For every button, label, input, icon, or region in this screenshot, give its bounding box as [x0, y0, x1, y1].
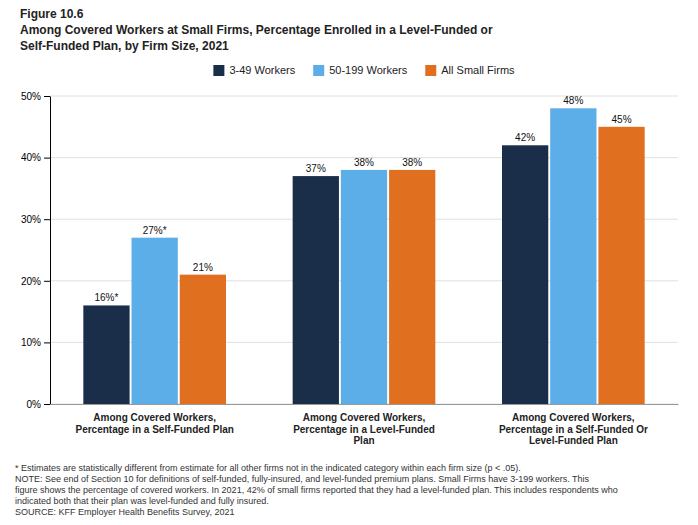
y-tick-label: 40%	[21, 152, 41, 163]
data-label: 27%*	[143, 225, 167, 236]
footnote: NOTE: See end of Section 10 for definiti…	[15, 474, 590, 484]
data-labels: 16%* 37% 42% 27%* 38% 48% 21% 38% 45%	[95, 95, 632, 303]
footnotes: * Estimates are statistically different …	[15, 463, 618, 517]
footnote: SOURCE: KFF Employer Health Benefits Sur…	[15, 507, 234, 517]
bar	[132, 238, 178, 404]
y-tick: 0%	[27, 399, 50, 410]
grid-line	[50, 96, 678, 97]
legend-swatch	[425, 65, 436, 76]
y-axis-line	[50, 97, 51, 405]
y-tick-mark	[44, 342, 50, 343]
y-axis: 0% 10% 20% 30% 40% 50%	[21, 91, 51, 410]
grid	[50, 96, 678, 404]
data-label: 16%*	[95, 292, 119, 303]
legend-swatch	[213, 65, 224, 76]
title-group: Figure 10.6 Among Covered Workers at Smal…	[20, 7, 493, 53]
subtitle: Among Covered Workers at Small Firms, Pe…	[20, 23, 493, 37]
x-tick: Among Covered Workers,Percentage in a Se…	[75, 404, 233, 435]
y-tick: 40%	[21, 152, 50, 163]
subtitle: Self-Funded Plan, by Firm Size, 2021	[20, 39, 229, 53]
x-tick-label: Among Covered Workers,Percentage in a Le…	[293, 412, 435, 446]
x-tick: Among Covered Workers,Percentage in a Le…	[293, 404, 435, 446]
data-label: 42%	[515, 132, 535, 143]
y-tick: 50%	[21, 91, 50, 102]
y-tick-mark	[44, 281, 50, 282]
bar	[83, 305, 129, 404]
y-tick-mark	[44, 404, 50, 405]
y-tick-mark	[44, 219, 50, 220]
bar	[180, 275, 226, 404]
legend: 3-49 Workers 50-199 Workers All Small Firm…	[213, 64, 515, 76]
footnote: figure shows the percentage of covered w…	[15, 485, 618, 495]
x-axis-line	[51, 404, 679, 405]
x-tick: Among Covered Workers,Percentage in a Se…	[499, 404, 648, 446]
bar	[598, 127, 644, 404]
x-tick-label: Among Covered Workers,Percentage in a Se…	[499, 412, 648, 446]
legend-item: 50-199 Workers	[313, 64, 408, 76]
bar	[341, 170, 387, 404]
legend-swatch	[313, 65, 324, 76]
y-tick-label: 50%	[21, 91, 41, 102]
footnote: indicated both that their plan was level…	[15, 496, 269, 506]
data-label: 38%	[354, 157, 374, 168]
bar	[389, 170, 435, 404]
y-tick-label: 20%	[21, 276, 41, 287]
data-label: 48%	[563, 95, 583, 106]
y-tick: 10%	[21, 337, 50, 348]
legend-label: All Small Firms	[441, 64, 515, 76]
bar	[502, 145, 548, 404]
legend-item: All Small Firms	[425, 64, 515, 76]
y-tick-label: 10%	[21, 337, 41, 348]
legend-label: 50-199 Workers	[329, 64, 408, 76]
data-label: 21%	[193, 262, 213, 273]
title: Figure 10.6	[20, 7, 84, 21]
data-label: 45%	[612, 114, 632, 125]
y-tick-label: 0%	[27, 399, 42, 410]
footnote: * Estimates are statistically different …	[15, 463, 521, 473]
y-tick-label: 30%	[21, 214, 41, 225]
legend-label: 3-49 Workers	[229, 64, 295, 76]
bar	[550, 108, 596, 404]
chart: Figure 10.6 Among Covered Workers at Smal…	[0, 0, 698, 525]
y-tick: 20%	[21, 276, 50, 287]
legend-item: 3-49 Workers	[213, 64, 295, 76]
x-tick-label: Among Covered Workers,Percentage in a Se…	[75, 412, 233, 435]
x-axis: Among Covered Workers,Percentage in a Se…	[51, 404, 679, 446]
y-tick-mark	[44, 96, 50, 97]
bar	[293, 176, 339, 404]
data-label: 38%	[402, 157, 422, 168]
bars	[83, 108, 644, 404]
y-tick: 30%	[21, 214, 50, 225]
data-label: 37%	[306, 163, 326, 174]
y-tick-mark	[44, 158, 50, 159]
